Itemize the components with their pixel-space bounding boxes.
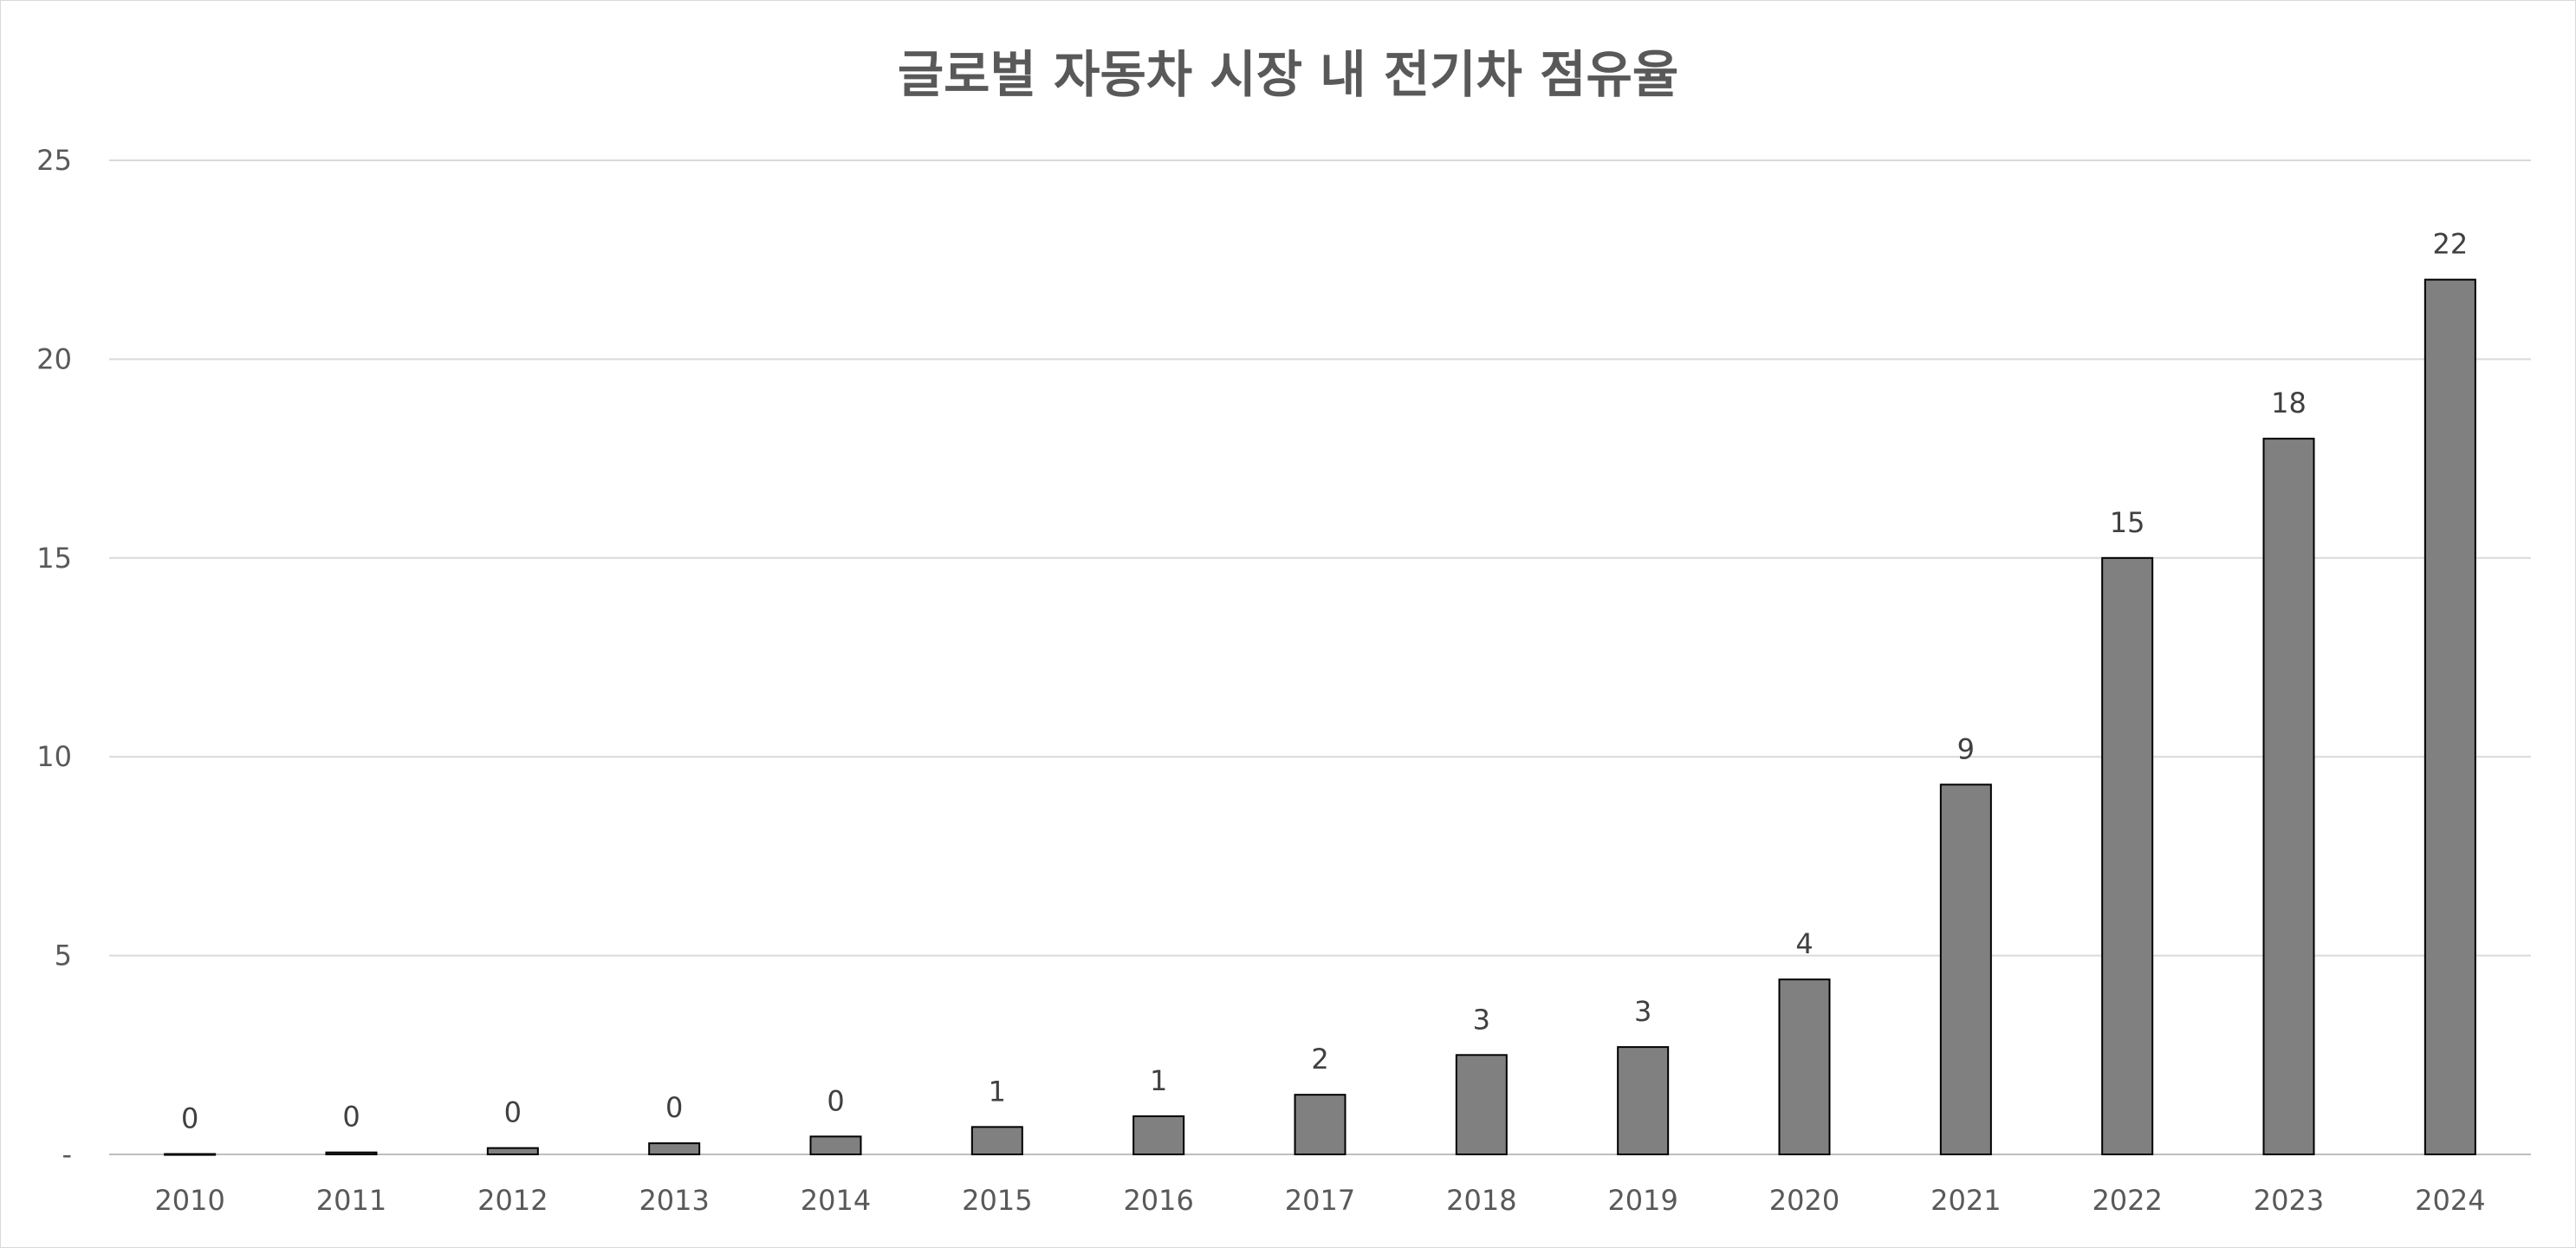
y-tick-label: 25 <box>36 144 72 177</box>
bar-2020 <box>1778 978 1831 1156</box>
data-label-2017: 2 <box>1311 1043 1328 1076</box>
bar-2010 <box>164 1153 217 1156</box>
bar-2016 <box>1132 1115 1185 1155</box>
bar-2019 <box>1617 1046 1670 1156</box>
y-tick-label: - <box>62 1138 72 1171</box>
x-tick-label: 2012 <box>477 1184 548 1217</box>
bar-2012 <box>486 1147 539 1155</box>
x-tick-label: 2020 <box>1769 1184 1840 1217</box>
x-tick-label: 2021 <box>1930 1184 2001 1217</box>
data-label-2010: 0 <box>181 1102 198 1135</box>
x-tick-label: 2017 <box>1285 1184 1355 1217</box>
x-tick-label: 2022 <box>2092 1184 2162 1217</box>
bar-2024 <box>2424 278 2476 1155</box>
bar-2011 <box>325 1151 378 1156</box>
bar-2013 <box>648 1142 701 1155</box>
bar-2022 <box>2101 556 2154 1155</box>
data-label-2024: 22 <box>2432 228 2468 261</box>
data-label-2022: 15 <box>2110 506 2145 539</box>
chart-title: 글로벌 자동차 시장 내 전기차 점유율 <box>897 45 1679 104</box>
data-label-2018: 3 <box>1473 1003 1490 1036</box>
x-axis-tick-labels: 2010 2011 2012 2013 2014 2015 2016 2017 2018 2019… <box>154 1184 2485 1217</box>
x-tick-label: 2014 <box>801 1184 871 1217</box>
y-tick-label: 20 <box>36 342 72 375</box>
data-label-2013: 0 <box>665 1091 683 1124</box>
x-tick-label: 2024 <box>2415 1184 2485 1217</box>
y-axis-tick-labels: - 5 10 15 20 25 <box>36 144 72 1171</box>
y-tick-label: 15 <box>36 542 72 575</box>
data-labels: 0 0 0 0 0 1 1 2 3 3 4 9 15 18 22 <box>181 228 2468 1135</box>
bar-2014 <box>809 1135 862 1156</box>
data-label-2023: 18 <box>2271 387 2307 419</box>
x-tick-label: 2013 <box>639 1184 709 1217</box>
data-label-2015: 1 <box>989 1075 1006 1108</box>
x-tick-label: 2018 <box>1446 1184 1516 1217</box>
data-label-2016: 1 <box>1150 1064 1167 1097</box>
bar-2017 <box>1294 1094 1346 1156</box>
data-label-2012: 0 <box>504 1096 522 1129</box>
x-tick-label: 2010 <box>154 1184 224 1217</box>
bar-2021 <box>1939 783 1992 1155</box>
y-tick-label: 10 <box>36 740 72 773</box>
gridlines <box>109 159 2531 1155</box>
data-label-2019: 3 <box>1634 995 1651 1028</box>
bar-2018 <box>1455 1054 1508 1156</box>
data-label-2014: 0 <box>827 1084 844 1117</box>
x-tick-label: 2023 <box>2254 1184 2324 1217</box>
x-tick-label: 2016 <box>1123 1184 1193 1217</box>
data-label-2021: 9 <box>1957 732 1975 765</box>
x-tick-label: 2019 <box>1607 1184 1677 1217</box>
bar-2023 <box>2262 438 2315 1156</box>
data-label-2011: 0 <box>342 1101 360 1134</box>
bar-2015 <box>970 1126 1023 1155</box>
bars <box>164 278 2476 1156</box>
data-label-2020: 4 <box>1795 927 1813 960</box>
y-tick-label: 5 <box>55 939 72 972</box>
x-tick-label: 2015 <box>962 1184 1032 1217</box>
x-tick-label: 2011 <box>316 1184 386 1217</box>
